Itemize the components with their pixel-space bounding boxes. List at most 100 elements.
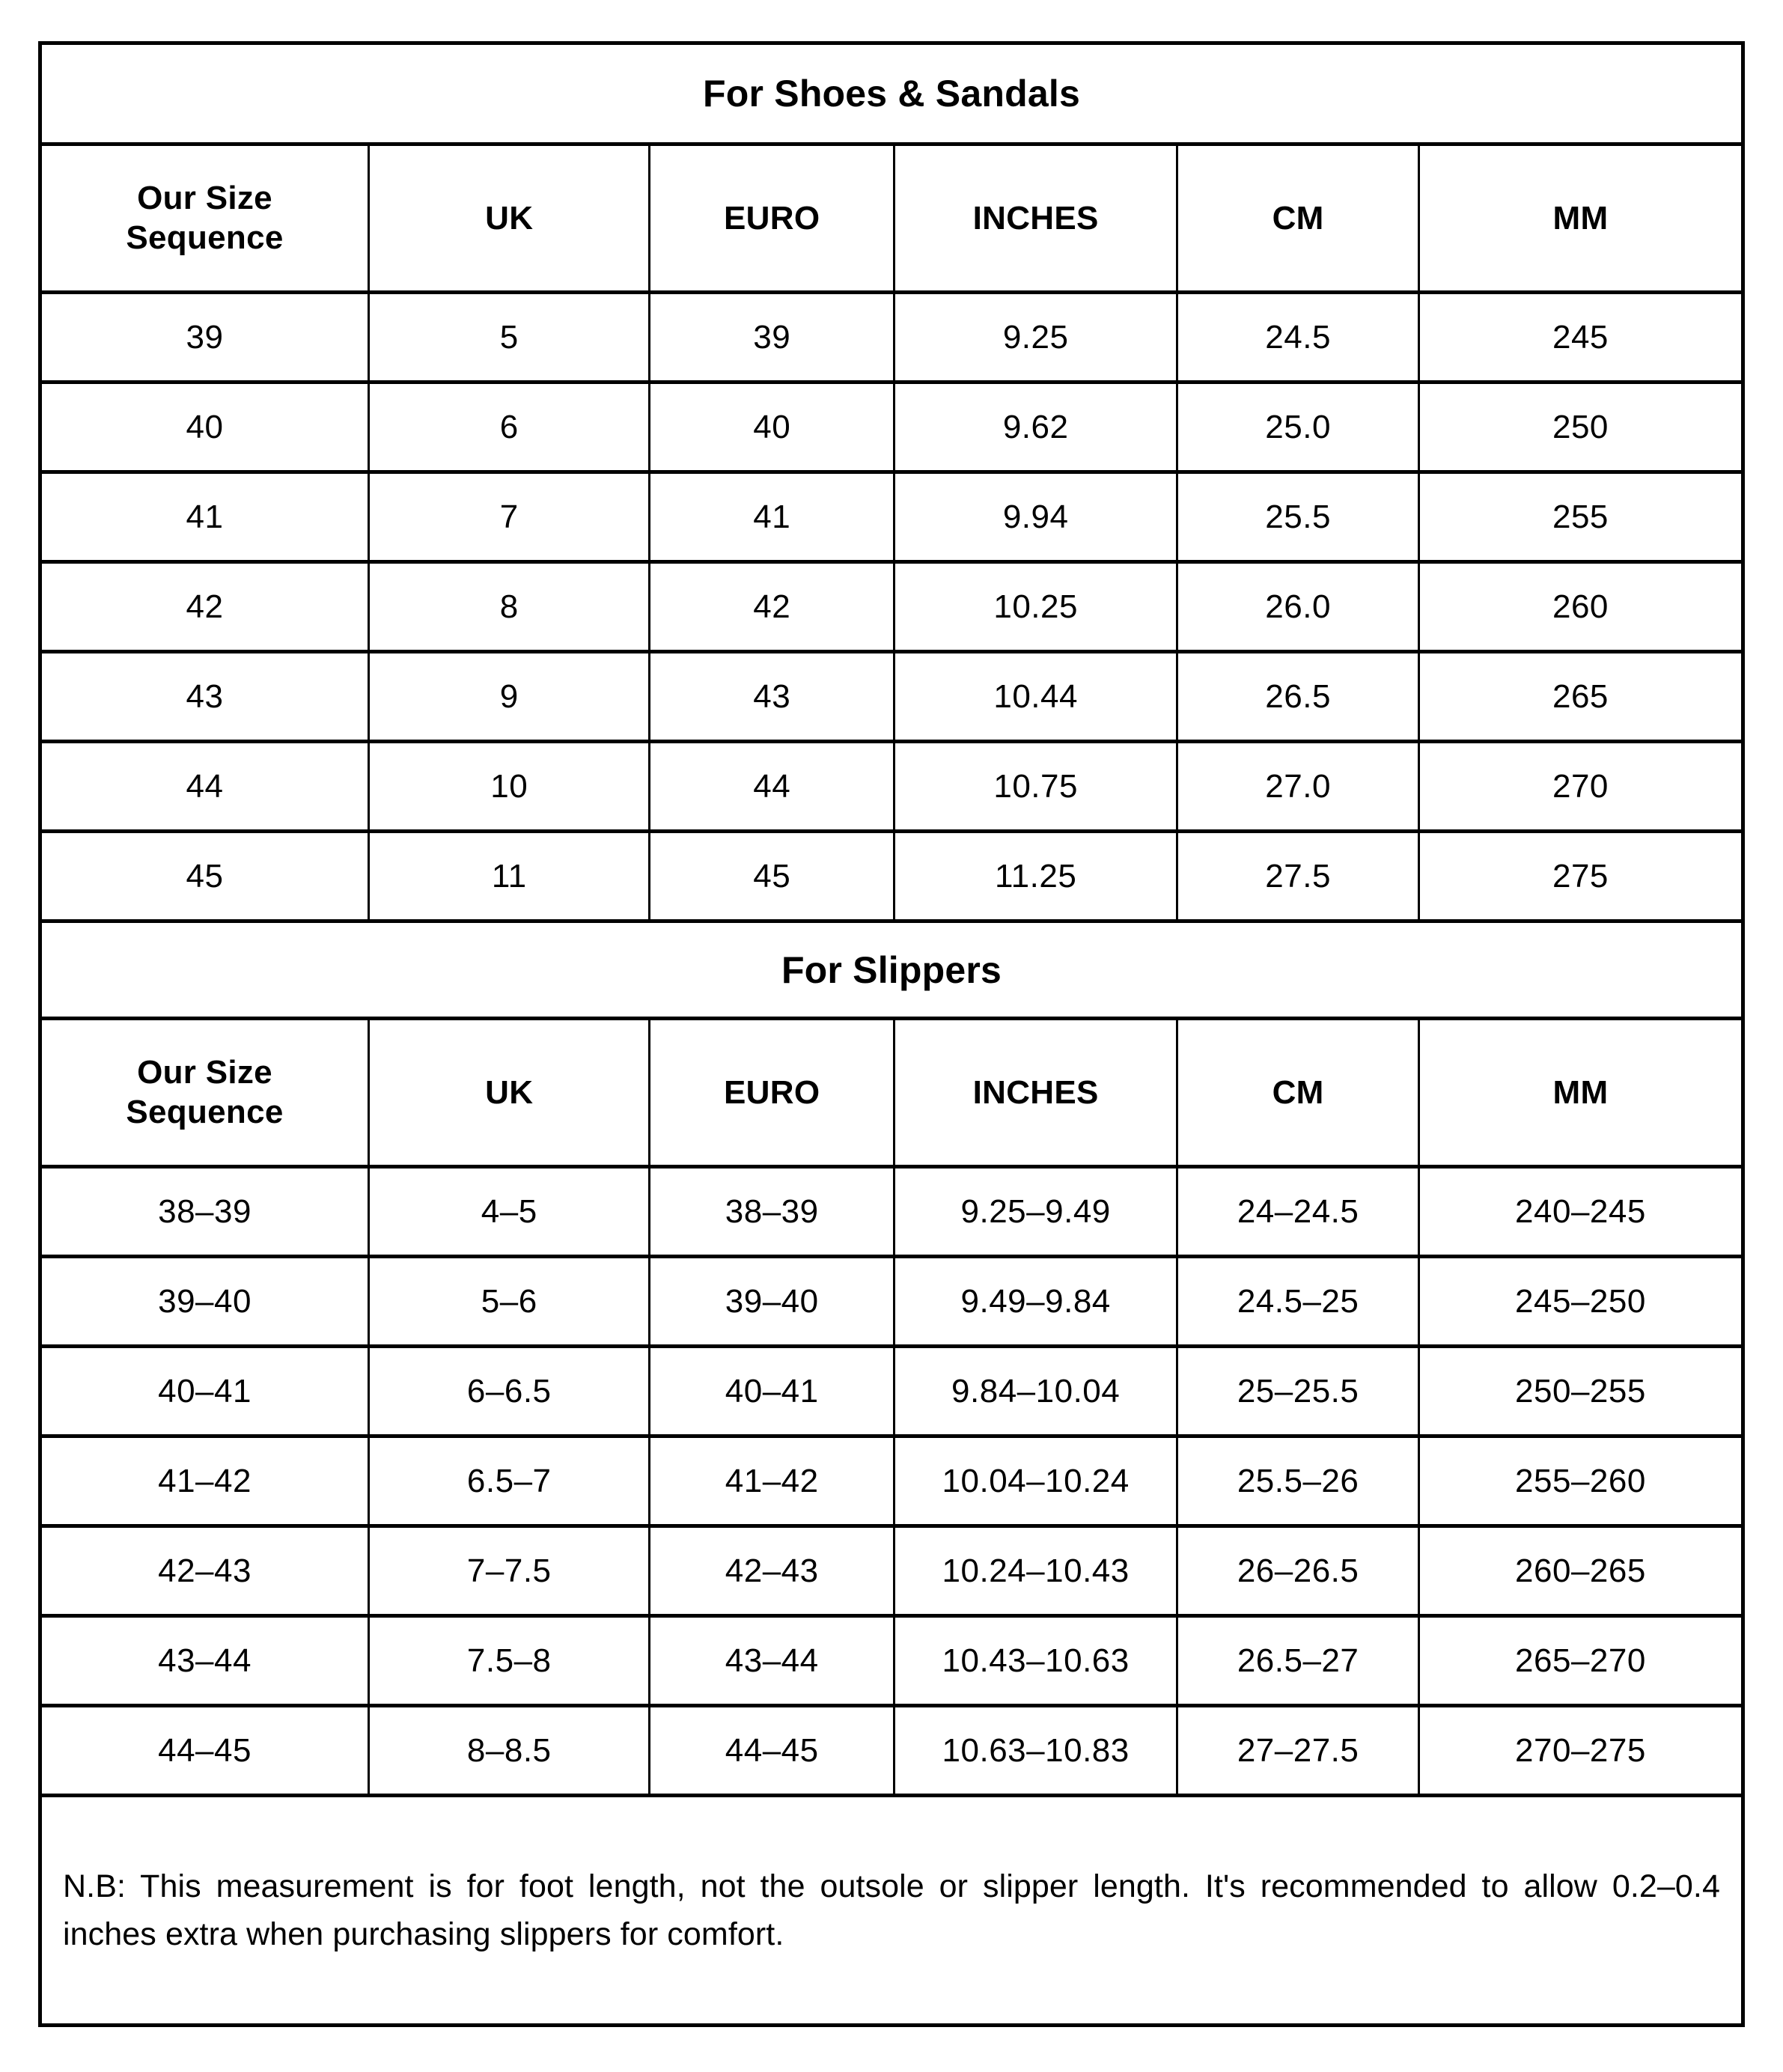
cell-inches: 10.75 — [892, 743, 1176, 829]
cell-our-size-sequence: 44–45 — [158, 1731, 252, 1769]
cell-cm: 27–27.5 — [1176, 1707, 1418, 1794]
cell-cm: 27.5 — [1176, 833, 1418, 919]
cell-euro: 38–39 — [648, 1168, 893, 1255]
table-row: 45 11 45 11.25 27.5 275 — [42, 829, 1741, 919]
cell-our-size-sequence: 40 — [186, 408, 224, 445]
header-row-shoes-sandals: Our Size Sequence UK EURO INCHES CM MM — [42, 142, 1741, 290]
cell-uk: 6–6.5 — [368, 1348, 648, 1434]
cell-inches: 10.44 — [892, 653, 1176, 740]
cell-mm: 265–270 — [1417, 1618, 1741, 1704]
cell-mm: 260 — [1417, 564, 1741, 650]
cell-euro: 41 — [648, 474, 893, 560]
table-row: 42 8 42 10.25 26.0 260 — [42, 560, 1741, 650]
cell-inches: 9.25 — [892, 294, 1176, 380]
cell-inches: 10.24–10.43 — [892, 1528, 1176, 1614]
column-header-uk: UK — [368, 1020, 648, 1165]
cell-our-size-sequence: 42 — [186, 588, 224, 625]
column-header-our-size-sequence: Our Size Sequence — [42, 146, 368, 290]
cell-mm: 270–275 — [1417, 1707, 1741, 1794]
table-row: 38–39 4–5 38–39 9.25–9.49 24–24.5 240–24… — [42, 1165, 1741, 1255]
column-header-inches: INCHES — [892, 1020, 1176, 1165]
cell-euro: 42–43 — [648, 1528, 893, 1614]
cell-uk: 5 — [368, 294, 648, 380]
cell-euro: 40–41 — [648, 1348, 893, 1434]
cell-euro: 45 — [648, 833, 893, 919]
cell-cm: 26–26.5 — [1176, 1528, 1418, 1614]
table-row: 40–41 6–6.5 40–41 9.84–10.04 25–25.5 250… — [42, 1344, 1741, 1434]
cell-inches: 9.49–9.84 — [892, 1258, 1176, 1344]
cell-euro: 39–40 — [648, 1258, 893, 1344]
cell-cm: 24.5–25 — [1176, 1258, 1418, 1344]
table-row: 41–42 6.5–7 41–42 10.04–10.24 25.5–26 25… — [42, 1434, 1741, 1524]
cell-cm: 26.5 — [1176, 653, 1418, 740]
footnote-text: N.B: This measurement is for foot length… — [63, 1868, 1720, 1953]
cell-our-size-sequence: 43 — [186, 677, 224, 715]
cell-euro: 44 — [648, 743, 893, 829]
table-row: 41 7 41 9.94 25.5 255 — [42, 470, 1741, 560]
cell-our-size-sequence: 39 — [186, 318, 224, 356]
cell-our-size-sequence: 41 — [186, 498, 224, 535]
cell-mm: 260–265 — [1417, 1528, 1741, 1614]
column-header-line2: Sequence — [126, 1093, 284, 1130]
cell-inches: 10.25 — [892, 564, 1176, 650]
cell-our-size-sequence: 43–44 — [158, 1642, 252, 1679]
section-title-shoes-sandals: For Shoes & Sandals — [703, 73, 1080, 115]
cell-mm: 255–260 — [1417, 1438, 1741, 1524]
cell-uk: 8–8.5 — [368, 1707, 648, 1794]
table-row: 40 6 40 9.62 25.0 250 — [42, 380, 1741, 470]
cell-cm: 24.5 — [1176, 294, 1418, 380]
column-header-line2: Sequence — [126, 219, 284, 256]
cell-inches: 10.43–10.63 — [892, 1618, 1176, 1704]
column-header-inches: INCHES — [892, 146, 1176, 290]
table-row: 42–43 7–7.5 42–43 10.24–10.43 26–26.5 26… — [42, 1524, 1741, 1614]
cell-mm: 240–245 — [1417, 1168, 1741, 1255]
cell-inches: 9.84–10.04 — [892, 1348, 1176, 1434]
cell-uk: 7 — [368, 474, 648, 560]
table-row: 39–40 5–6 39–40 9.49–9.84 24.5–25 245–25… — [42, 1255, 1741, 1344]
cell-euro: 44–45 — [648, 1707, 893, 1794]
cell-euro: 42 — [648, 564, 893, 650]
cell-uk: 5–6 — [368, 1258, 648, 1344]
cell-inches: 11.25 — [892, 833, 1176, 919]
cell-cm: 24–24.5 — [1176, 1168, 1418, 1255]
column-header-cm: CM — [1176, 146, 1418, 290]
cell-mm: 265 — [1417, 653, 1741, 740]
cell-inches: 10.63–10.83 — [892, 1707, 1176, 1794]
cell-uk: 7–7.5 — [368, 1528, 648, 1614]
cell-cm: 26.5–27 — [1176, 1618, 1418, 1704]
cell-inches: 9.25–9.49 — [892, 1168, 1176, 1255]
cell-mm: 245–250 — [1417, 1258, 1741, 1344]
cell-mm: 250–255 — [1417, 1348, 1741, 1434]
cell-cm: 26.0 — [1176, 564, 1418, 650]
column-header-euro: EURO — [648, 146, 893, 290]
cell-our-size-sequence: 44 — [186, 767, 224, 805]
column-header-mm: MM — [1417, 146, 1741, 290]
cell-mm: 270 — [1417, 743, 1741, 829]
cell-euro: 39 — [648, 294, 893, 380]
cell-our-size-sequence: 40–41 — [158, 1372, 252, 1410]
cell-cm: 25.5–26 — [1176, 1438, 1418, 1524]
cell-mm: 275 — [1417, 833, 1741, 919]
cell-mm: 250 — [1417, 384, 1741, 470]
cell-euro: 41–42 — [648, 1438, 893, 1524]
cell-euro: 40 — [648, 384, 893, 470]
cell-inches: 9.94 — [892, 474, 1176, 560]
section-title-slippers: For Slippers — [42, 919, 1741, 1017]
column-header-euro: EURO — [648, 1020, 893, 1165]
cell-uk: 9 — [368, 653, 648, 740]
cell-euro: 43 — [648, 653, 893, 740]
table-row: 44 10 44 10.75 27.0 270 — [42, 740, 1741, 829]
column-header-our-size-sequence: Our Size Sequence — [42, 1020, 368, 1165]
header-row-slippers: Our Size Sequence UK EURO INCHES CM MM — [42, 1017, 1741, 1165]
column-header-mm: MM — [1417, 1020, 1741, 1165]
column-header-line1: Our Size — [137, 1053, 272, 1091]
column-header-uk: UK — [368, 146, 648, 290]
cell-our-size-sequence: 39–40 — [158, 1282, 252, 1320]
cell-uk: 6.5–7 — [368, 1438, 648, 1524]
cell-uk: 4–5 — [368, 1168, 648, 1255]
cell-inches: 9.62 — [892, 384, 1176, 470]
footnote-row: N.B: This measurement is for foot length… — [42, 1794, 1741, 2023]
cell-our-size-sequence: 38–39 — [158, 1192, 252, 1230]
table-row: 44–45 8–8.5 44–45 10.63–10.83 27–27.5 27… — [42, 1704, 1741, 1794]
cell-cm: 25–25.5 — [1176, 1348, 1418, 1434]
